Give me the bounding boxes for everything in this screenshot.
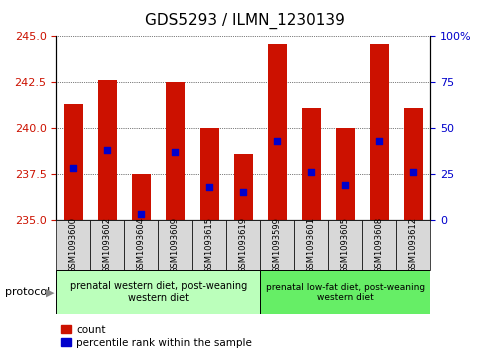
Text: GSM1093601: GSM1093601 xyxy=(306,217,315,273)
Point xyxy=(103,147,111,153)
Point xyxy=(408,169,416,175)
Text: GSM1093599: GSM1093599 xyxy=(272,217,281,273)
Bar xyxy=(132,174,150,220)
Text: GSM1093608: GSM1093608 xyxy=(374,217,383,273)
Point xyxy=(205,184,213,189)
Text: GSM1093605: GSM1093605 xyxy=(340,217,349,273)
Bar xyxy=(369,44,388,220)
Text: prenatal low-fat diet, post-weaning
western diet: prenatal low-fat diet, post-weaning west… xyxy=(265,282,424,302)
Text: GDS5293 / ILMN_1230139: GDS5293 / ILMN_1230139 xyxy=(144,13,344,29)
Point xyxy=(137,211,145,217)
Text: ▶: ▶ xyxy=(45,287,54,297)
Bar xyxy=(165,82,184,220)
FancyBboxPatch shape xyxy=(260,220,294,270)
Bar xyxy=(200,128,218,220)
FancyBboxPatch shape xyxy=(158,220,192,270)
Text: GSM1093602: GSM1093602 xyxy=(102,217,112,273)
Text: GSM1093600: GSM1093600 xyxy=(69,217,78,273)
Point xyxy=(273,138,281,144)
Point xyxy=(239,189,246,195)
FancyBboxPatch shape xyxy=(56,220,90,270)
Point xyxy=(307,169,315,175)
Legend: count, percentile rank within the sample: count, percentile rank within the sample xyxy=(61,325,251,348)
FancyBboxPatch shape xyxy=(260,270,429,314)
FancyBboxPatch shape xyxy=(124,220,158,270)
Bar xyxy=(233,154,252,220)
Point xyxy=(69,166,77,171)
Point xyxy=(341,182,348,188)
Text: GSM1093619: GSM1093619 xyxy=(238,217,247,273)
Point xyxy=(171,149,179,155)
Bar xyxy=(301,108,320,220)
Bar xyxy=(403,108,422,220)
FancyBboxPatch shape xyxy=(56,270,260,314)
Text: GSM1093612: GSM1093612 xyxy=(408,217,417,273)
Point xyxy=(375,138,383,144)
Text: GSM1093615: GSM1093615 xyxy=(204,217,213,273)
Text: GSM1093609: GSM1093609 xyxy=(170,217,180,273)
Bar xyxy=(64,104,82,220)
FancyBboxPatch shape xyxy=(362,220,395,270)
Text: protocol: protocol xyxy=(5,287,50,297)
FancyBboxPatch shape xyxy=(192,220,226,270)
Text: prenatal western diet, post-weaning
western diet: prenatal western diet, post-weaning west… xyxy=(69,281,246,303)
Bar xyxy=(335,128,354,220)
FancyBboxPatch shape xyxy=(327,220,362,270)
Bar xyxy=(267,44,286,220)
FancyBboxPatch shape xyxy=(226,220,260,270)
FancyBboxPatch shape xyxy=(294,220,327,270)
FancyBboxPatch shape xyxy=(395,220,429,270)
FancyBboxPatch shape xyxy=(90,220,124,270)
Text: GSM1093604: GSM1093604 xyxy=(137,217,145,273)
Bar xyxy=(98,80,116,220)
